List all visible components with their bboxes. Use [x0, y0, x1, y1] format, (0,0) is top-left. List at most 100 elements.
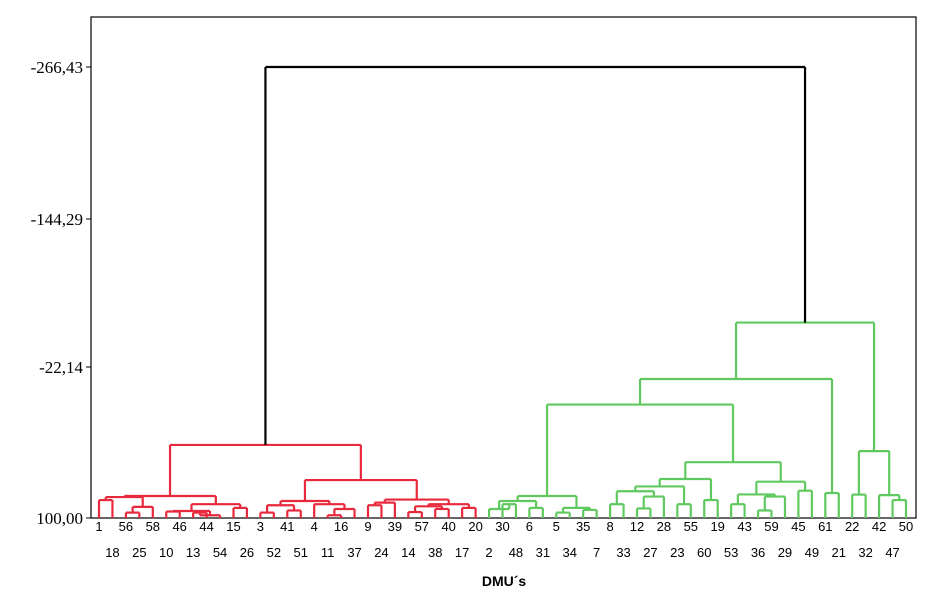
merge-link-18 — [366, 504, 383, 518]
leaf-label-bottom-22: 60 — [697, 545, 711, 560]
leaf-label-top-25: 59 — [764, 519, 778, 534]
leaf-label-bottom-9: 37 — [347, 545, 361, 560]
leaf-label-top-0: 1 — [95, 519, 102, 534]
ytick-label-2: -22,14 — [39, 358, 83, 377]
leaf-label-top-15: 30 — [495, 519, 509, 534]
merge-link-59 — [264, 65, 807, 445]
leaf-label-bottom-5: 26 — [240, 545, 254, 560]
leaf-label-top-27: 61 — [818, 519, 832, 534]
leaf-label-bottom-15: 48 — [509, 545, 523, 560]
leaf-label-bottom-17: 34 — [563, 545, 577, 560]
leaf-label-top-17: 5 — [553, 519, 560, 534]
merge-link-40 — [676, 503, 692, 518]
leaf-label-bottom-6: 52 — [267, 545, 281, 560]
leaf-label-top-3: 46 — [172, 519, 186, 534]
merge-link-20 — [407, 510, 423, 518]
merge-link-30 — [528, 506, 544, 518]
merge-link-55 — [891, 498, 908, 518]
merge-link-32 — [555, 511, 571, 518]
merge-link-21 — [434, 507, 450, 518]
merge-link-42 — [703, 498, 719, 518]
leaf-label-top-8: 4 — [311, 519, 318, 534]
leaf-label-bottom-8: 11 — [321, 545, 335, 560]
merge-link-43 — [658, 477, 713, 501]
leaf-label-bottom-10: 24 — [374, 545, 388, 560]
leaf-label-top-21: 28 — [657, 519, 671, 534]
merge-link-51 — [545, 403, 735, 497]
merge-link-45 — [756, 509, 773, 518]
merge-link-56 — [877, 494, 901, 518]
merge-link-8 — [232, 506, 249, 518]
merge-link-3 — [104, 495, 144, 507]
leaf-label-top-4: 44 — [199, 519, 213, 534]
leaf-label-top-7: 41 — [280, 519, 294, 534]
merge-link-15 — [333, 507, 356, 518]
leaf-label-top-18: 35 — [576, 519, 590, 534]
leaf-label-top-9: 16 — [334, 519, 348, 534]
leaf-label-bottom-14: 2 — [485, 545, 492, 560]
merge-link-1 — [124, 511, 141, 518]
leaf-label-top-20: 12 — [630, 519, 644, 534]
leaf-label-bottom-26: 49 — [805, 545, 819, 560]
leaf-label-bottom-23: 53 — [724, 545, 738, 560]
x-axis-label: DMU´s — [482, 573, 527, 589]
merge-link-26 — [303, 478, 418, 502]
leaf-label-top-28: 22 — [845, 519, 859, 534]
leaf-label-top-5: 15 — [226, 519, 240, 534]
leaf-label-bottom-7: 51 — [294, 545, 308, 560]
leaf-label-bottom-27: 21 — [832, 545, 846, 560]
leaf-label-bottom-4: 54 — [213, 545, 227, 560]
leaf-label-bottom-12: 38 — [428, 545, 442, 560]
merge-link-39 — [615, 490, 655, 505]
leaf-label-top-19: 8 — [606, 519, 613, 534]
merge-link-27 — [168, 443, 362, 497]
merge-link-23 — [461, 506, 477, 518]
plot-frame — [90, 16, 917, 519]
merge-link-44 — [730, 503, 746, 518]
leaf-label-bottom-29: 47 — [885, 545, 899, 560]
leaf-label-top-12: 57 — [415, 519, 429, 534]
leaf-label-top-23: 19 — [710, 519, 724, 534]
leaf-label-bottom-1: 25 — [132, 545, 146, 560]
ytick-label-1: -144,29 — [31, 210, 83, 229]
ytick-label-0: -266,43 — [31, 58, 83, 77]
merge-link-57 — [857, 450, 891, 496]
merge-link-11 — [259, 511, 275, 518]
leaf-label-top-1: 56 — [119, 519, 133, 534]
leaf-label-bottom-11: 14 — [401, 545, 415, 560]
leaf-label-bottom-13: 17 — [455, 545, 469, 560]
leaf-label-bottom-3: 13 — [186, 545, 200, 560]
leaf-label-top-13: 40 — [441, 519, 455, 534]
merge-link-36 — [608, 503, 625, 518]
merge-link-12 — [286, 509, 302, 518]
leaf-label-bottom-16: 31 — [536, 545, 550, 560]
leaf-label-top-14: 20 — [468, 519, 482, 534]
merge-link-37 — [635, 507, 652, 518]
merge-link-38 — [642, 495, 666, 518]
merge-link-53 — [638, 377, 834, 494]
merge-link-54 — [851, 493, 867, 518]
merge-link-52 — [824, 491, 840, 518]
merge-link-58 — [734, 321, 876, 452]
leaf-label-top-2: 58 — [146, 519, 160, 534]
leaf-label-bottom-25: 29 — [778, 545, 792, 560]
ytick-label-3: 100,00 — [36, 509, 83, 528]
y-axis-ticks: -266,43 -144,29 -22,14 100,00 — [31, 58, 91, 528]
merge-link-33 — [582, 508, 598, 518]
merge-link-4 — [165, 510, 181, 518]
merge-link-0 — [97, 498, 114, 518]
leaf-label-bottom-19: 33 — [616, 545, 630, 560]
leaf-label-bottom-28: 32 — [858, 545, 872, 560]
leaf-label-top-30: 50 — [899, 519, 913, 534]
leaf-label-top-24: 43 — [737, 519, 751, 534]
leaf-labels-top-row: 1 56 58 46 44 15 3 41 4 16 9 39 57 40 20 30 6 5 35 8 12 28 55 1… — [95, 519, 913, 534]
leaf-label-bottom-20: 27 — [643, 545, 657, 560]
leaf-label-top-22: 55 — [684, 519, 698, 534]
leaf-label-top-16: 6 — [526, 519, 533, 534]
merge-link-46 — [763, 495, 787, 518]
leaf-label-top-10: 9 — [364, 519, 371, 534]
leaf-label-bottom-2: 10 — [159, 545, 173, 560]
leaf-label-top-29: 42 — [872, 519, 886, 534]
